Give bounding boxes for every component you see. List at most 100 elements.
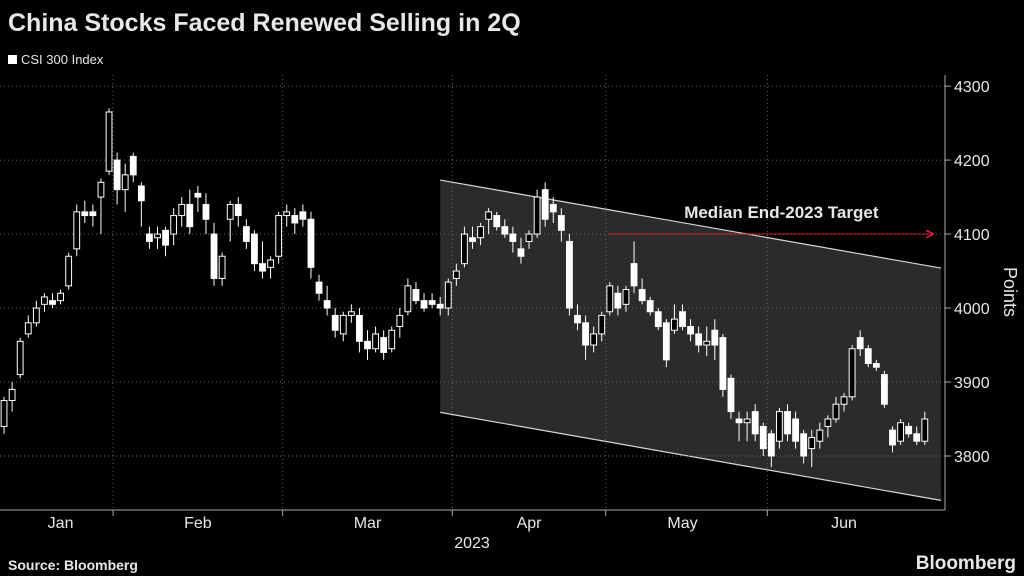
- candle-body: [921, 418, 929, 442]
- y-tick-label: 4100: [954, 227, 990, 244]
- candle-body: [727, 377, 735, 413]
- candle-body: [307, 218, 315, 268]
- candle-body: [759, 425, 767, 450]
- candle-body: [897, 422, 904, 442]
- candle-body: [654, 311, 662, 328]
- candle-body: [299, 211, 307, 220]
- candle-body: [662, 322, 670, 361]
- candle-body: [444, 281, 452, 309]
- candle-body: [186, 203, 194, 228]
- candle-body: [735, 418, 743, 424]
- candle-body: [872, 363, 880, 368]
- candle-body: [671, 318, 678, 331]
- candle-body: [606, 285, 614, 313]
- candle-body: [81, 211, 89, 217]
- candle-body: [315, 281, 323, 294]
- candle-body: [242, 226, 250, 242]
- candle-body: [913, 433, 921, 442]
- candle-body: [469, 237, 476, 242]
- candle-body: [428, 300, 436, 305]
- candle-body: [541, 189, 549, 220]
- candle-body: [509, 233, 517, 242]
- candle-body: [41, 296, 48, 305]
- candle-body: [347, 311, 355, 316]
- x-axis-label: 2023: [454, 535, 490, 552]
- candle-body: [49, 300, 56, 305]
- y-tick-label: 4200: [954, 153, 990, 170]
- x-tick-label: Apr: [517, 515, 543, 532]
- candle-body: [121, 174, 129, 191]
- y-tick-label: 4300: [954, 79, 990, 96]
- candle-body: [372, 333, 379, 350]
- candle-body: [89, 211, 97, 217]
- candle-body: [178, 203, 186, 217]
- candle-body: [162, 229, 169, 246]
- candle-body: [170, 215, 178, 235]
- x-tick-label: May: [667, 515, 697, 532]
- candle-body: [703, 340, 711, 346]
- candle-body: [598, 314, 606, 335]
- candle-body: [905, 425, 913, 435]
- candle-body: [776, 411, 783, 442]
- x-tick-label: Jan: [48, 515, 74, 532]
- candle-body: [638, 289, 646, 302]
- candle-body: [218, 255, 226, 279]
- candle-body: [816, 429, 824, 442]
- candle-body: [259, 263, 266, 272]
- candle-body: [380, 337, 388, 353]
- candle-body: [792, 418, 799, 442]
- candle-body: [396, 314, 404, 328]
- candle-body: [864, 348, 872, 365]
- candle-body: [590, 333, 598, 346]
- target-label: Median End-2023 Target: [684, 203, 879, 222]
- candle-body: [226, 203, 234, 220]
- candle-body: [113, 159, 121, 191]
- candle-body: [8, 388, 16, 402]
- candle-body: [283, 211, 291, 217]
- candle-body: [501, 226, 509, 235]
- candle-body: [452, 270, 460, 279]
- x-tick-label: Mar: [354, 515, 382, 532]
- candle-body: [719, 337, 727, 390]
- candle-body: [420, 300, 428, 309]
- candle-body: [574, 314, 581, 324]
- candle-body: [146, 233, 153, 242]
- candle-body: [856, 337, 864, 350]
- legend-label: CSI 300 Index: [21, 52, 104, 67]
- candle-body: [751, 411, 759, 435]
- candle-body: [767, 433, 775, 457]
- candle-body: [614, 292, 622, 309]
- candle-body: [251, 233, 258, 265]
- legend-swatch: [8, 55, 17, 64]
- candle-body: [356, 314, 363, 342]
- candle-body: [210, 233, 218, 279]
- candle-body: [533, 196, 541, 235]
- brand: Bloomberg: [916, 553, 1016, 574]
- candle-body: [105, 111, 113, 172]
- x-tick-label: Feb: [184, 515, 212, 532]
- candle-body: [493, 215, 501, 228]
- candle-body: [436, 303, 444, 309]
- candle-body: [194, 192, 202, 198]
- candle-body: [0, 400, 8, 427]
- candle-body: [557, 215, 565, 231]
- candle-body: [57, 292, 64, 302]
- candle-body: [832, 403, 840, 420]
- candle-body: [129, 155, 137, 176]
- candle-body: [461, 233, 468, 265]
- candle-body: [646, 300, 654, 313]
- candle-body: [517, 248, 525, 257]
- candle-body: [97, 181, 105, 198]
- candle-body: [800, 433, 808, 457]
- candle-body: [485, 211, 493, 220]
- candle-body: [339, 314, 347, 335]
- plot-area: 3800 3900 4000 4100 4200 4300 Jan Feb Mar Apr May J…: [0, 75, 990, 532]
- candle-body: [808, 437, 816, 450]
- candle-body: [412, 289, 420, 302]
- candle-body: [24, 322, 32, 335]
- candle-body: [679, 311, 686, 328]
- candle-body: [840, 396, 848, 405]
- channel-lower: [440, 411, 942, 501]
- candle-body: [331, 314, 339, 331]
- candle-body: [848, 348, 856, 398]
